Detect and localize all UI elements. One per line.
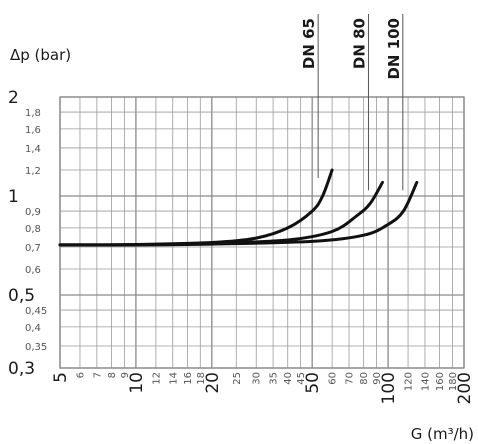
- x-tick-label-160: 160: [435, 372, 446, 391]
- grid: [60, 97, 464, 368]
- x-tick-label-8: 8: [107, 372, 118, 378]
- x-tick-label-35: 35: [269, 372, 280, 385]
- y-tick-label-0-4: 0,4: [25, 323, 41, 334]
- y-tick-label-0-6: 0,6: [25, 265, 41, 276]
- x-tick-label-50: 50: [303, 372, 323, 394]
- x-tick-label-12: 12: [151, 372, 162, 385]
- y-axis-title: Δp (bar): [10, 46, 71, 64]
- x-tick-label-10: 10: [127, 372, 147, 394]
- y-tick-label-1-4: 1,4: [25, 144, 41, 155]
- x-tick-label-200: 200: [455, 372, 475, 404]
- x-tick-label-5: 5: [51, 372, 71, 383]
- y-tick-label-0-7: 0,7: [25, 243, 41, 254]
- x-tick-label-120: 120: [404, 372, 415, 391]
- series-labels: DN 65 DN 80 DN 100: [300, 14, 403, 190]
- series-label-dn-65: DN 65: [300, 18, 318, 69]
- y-tick-label-0-3: 0,3: [8, 359, 35, 379]
- series-label-dn-100: DN 100: [385, 18, 403, 80]
- y-tick-label-1-8: 1,8: [25, 108, 41, 119]
- series-line-dn-80: [60, 182, 383, 245]
- series-label-dn-80: DN 80: [350, 18, 368, 69]
- y-tick-label-0-9: 0,9: [25, 207, 41, 218]
- y-tick-label-0-45: 0,45: [25, 306, 47, 317]
- x-tick-label-7: 7: [92, 372, 103, 378]
- series-line-dn-65: [60, 170, 332, 245]
- x-tick-label-70: 70: [345, 372, 356, 385]
- y-tick-label-2: 2: [8, 88, 19, 108]
- y-tick-label-1-2: 1,2: [25, 166, 41, 177]
- x-tick-label-140: 140: [420, 372, 431, 391]
- plot-frame: [60, 97, 464, 368]
- x-tick-label-40: 40: [283, 372, 294, 385]
- x-tick-label-14: 14: [168, 372, 179, 385]
- y-tick-label-1: 1: [8, 187, 19, 207]
- x-tick-label-16: 16: [183, 372, 194, 385]
- x-axis-title: G (m³/h): [411, 425, 474, 443]
- y-tick-label-0-35: 0,35: [25, 342, 47, 353]
- x-tick-label-60: 60: [328, 372, 339, 385]
- x-tick-label-6: 6: [75, 372, 86, 378]
- y-tick-labels: 0,3 0,35 0,4 0,450,5 0,6 0,7 0,8 0,9 1 1,2 1,4 1,6 1…: [8, 88, 47, 379]
- y-tick-label-1-6: 1,6: [25, 125, 41, 136]
- y-tick-label-0-8: 0,8: [25, 224, 41, 235]
- y-tick-label-0-5: 0,5: [8, 286, 35, 306]
- x-tick-label-100: 100: [379, 372, 399, 404]
- x-tick-label-80: 80: [359, 372, 370, 385]
- x-tick-label-20: 20: [203, 372, 223, 394]
- x-tick-label-30: 30: [252, 372, 263, 385]
- x-tick-label-25: 25: [232, 372, 243, 385]
